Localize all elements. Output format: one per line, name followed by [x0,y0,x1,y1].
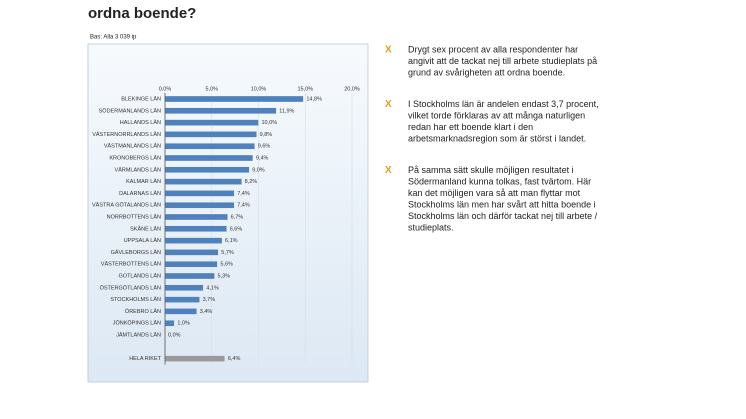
x-tick-label: 15,0% [297,86,313,92]
bullet-text: redan har ett boende klart i den [408,122,533,132]
value-label: 5,6% [220,262,233,268]
category-label: BLEKINGE LÄN [121,95,161,102]
bar [164,272,215,280]
bullet-marker: X [385,165,392,176]
bullet-text: angivit att de tackat nej till arbete st… [408,56,597,66]
value-label: 9,8% [260,132,273,138]
bullet-text: vilket torde förklaras av att många natu… [408,110,585,120]
bullet-text: I Stockholms län är andelen endast 3,7 p… [408,99,599,109]
value-label: 9,4% [256,155,269,161]
x-tick-label: 20,0% [344,86,360,92]
category-label: VÄSTERNORRLANDS LÄN [92,131,161,138]
value-label: 7,4% [237,203,250,209]
category-label: DALARNAS LÄN [119,190,161,197]
value-label: 14,8% [306,96,322,102]
bullet-text: grund av svårigheten att ordna boende. [408,67,565,77]
value-label: 7,4% [237,191,250,197]
category-label: VÄRMLANDS LÄN [115,166,161,173]
bullet-text: Stockholms län och därför tackat nej til… [408,211,598,221]
x-tick-label: 5,0% [205,86,218,92]
bar [164,355,225,362]
value-label: 8,2% [245,179,258,185]
category-label: VÄSTRA GÖTALANDS LÄN [92,202,161,209]
category-label: KALMAR LÄN [126,178,161,185]
category-label: SÖDERMANLANDS LÄN [99,107,161,114]
category-label: SKÅNE LÄN [130,225,161,232]
bar [164,178,242,185]
category-label: HALLANDS LÄN [120,119,161,126]
bar [164,213,228,221]
bullet-text: Drygt sex procent av alla respondenter h… [408,44,578,54]
bar [164,119,259,126]
subtitle: Bas: Alla 3 039 ip [90,35,137,41]
bar [164,308,197,315]
value-label: 11,9% [279,108,294,114]
bar [164,107,277,114]
value-label: 5,7% [221,250,234,256]
bar [164,225,227,232]
value-label: 10,0% [262,120,278,126]
category-label: VÄSTERBOTTENS LÄN [101,261,161,268]
category-label: ÖSTERGÖTLANDS LÄN [100,284,161,291]
bar [164,202,235,209]
category-label: NORRBOTTENS LÄN [107,213,161,220]
bullet-text: studieplats. [408,222,454,232]
value-label: 0,0% [168,332,181,338]
x-tick-label: 10,0% [251,86,267,92]
value-label: 6,6% [230,226,243,232]
category-label: ÖREBRO LÄN [125,308,161,315]
bullet-text: Södermanland kunna tolkas, fast tvärtom.… [408,176,591,186]
category-label: JÄMTLANDS LÄN [116,331,161,338]
bullet-text: arbetsmarknadsregion som är störst i lan… [408,133,586,143]
value-label: 6,7% [231,214,244,220]
bar [164,190,235,197]
value-label: 4,1% [206,285,219,291]
category-label: VÄSTMANLANDS LÄN [104,143,161,150]
bar [164,320,175,327]
value-label: 9,0% [252,167,265,173]
bar [164,284,204,291]
bar [164,237,223,244]
category-label: JÖNKÖPINGS LÄN [113,320,161,327]
x-tick-label: 0,0% [159,86,172,92]
category-label: STOCKHOLMS LÄN [110,296,161,303]
value-label: 5,3% [218,273,231,279]
value-label: 9,6% [258,144,271,150]
bullet-text: Stockholms län men har svårt att hitta b… [408,199,596,209]
value-label: 3,7% [203,297,216,303]
bullet-marker: X [385,99,392,110]
bar [164,131,257,138]
category-label: GÄVLEBORGS LÄN [111,249,161,256]
category-label: UPPSALA LÄN [124,237,161,244]
bullet-text: kan det möjligen vara så att man flyttar… [408,188,581,198]
category-label: GOTLANDS LÄN [119,272,162,279]
category-label: HELA RIKET [129,356,161,362]
value-label: 3,4% [200,309,213,315]
bar [164,166,250,173]
bar [164,154,254,162]
value-label: 1,0% [177,321,190,327]
chart-frame [87,43,369,383]
slide-title: ordna boende? [88,5,196,22]
bar [164,261,218,268]
bullet-marker: X [385,45,392,56]
bar [164,296,200,303]
bar [164,249,219,256]
bullet-text: På samma sätt skulle möjligen resultatet… [408,165,574,175]
value-label: 6,1% [225,238,238,244]
category-label: KRONOBERGS LÄN [109,154,161,161]
value-label: 6,4% [228,356,241,362]
bar [164,95,304,103]
bar [164,143,255,150]
